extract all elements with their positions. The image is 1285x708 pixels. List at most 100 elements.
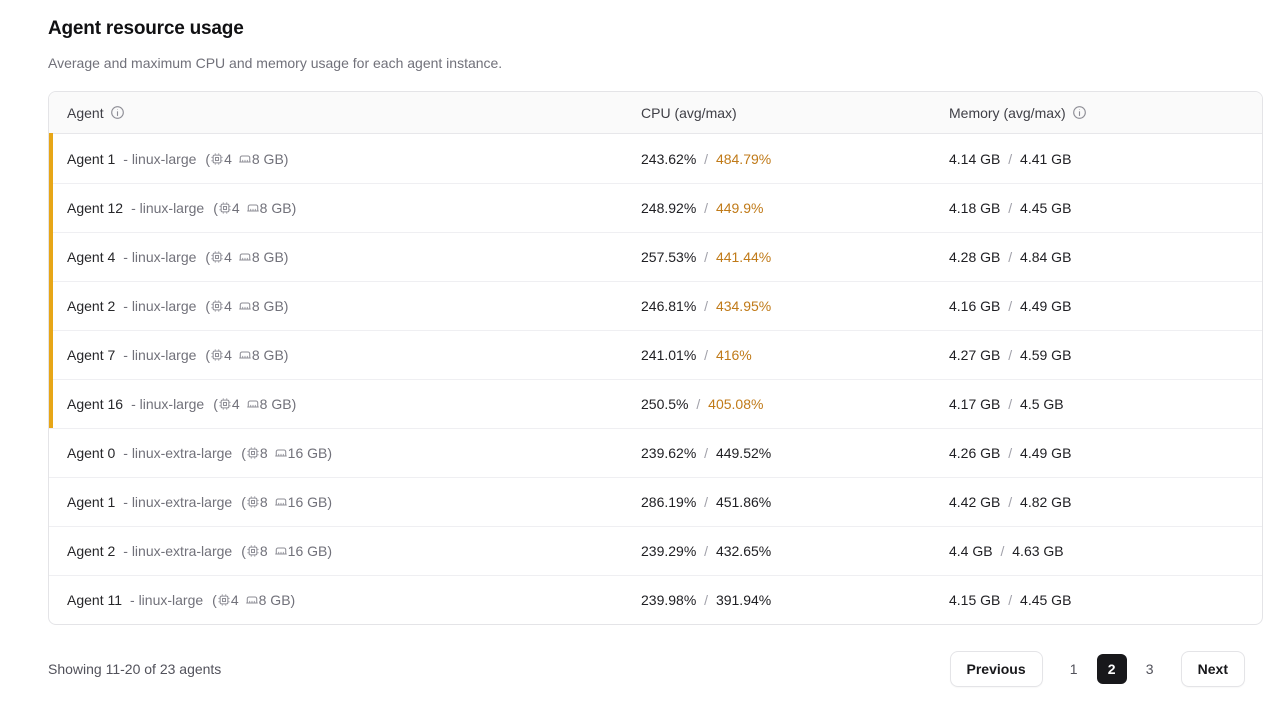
cpu-count: 8 (259, 494, 268, 510)
memory-max-value: 4.49 GB (1020, 298, 1072, 314)
info-icon[interactable] (1072, 105, 1087, 120)
spec-close-paren: ) (290, 592, 296, 608)
memory-usage-cell: 4.15 GB / 4.45 GB (949, 592, 1244, 608)
instance-type-label: - linux-large (123, 347, 197, 363)
instance-spec: ( 4 8 GB ) (212, 592, 295, 608)
value-separator: / (1000, 543, 1005, 559)
cpu-max-value: 432.65% (715, 543, 772, 559)
value-separator: / (1008, 150, 1013, 167)
cpu-avg-value: 239.62% (641, 445, 697, 461)
agent-cell: Agent 2 - linux-large ( 4 (67, 298, 641, 314)
column-header-memory: Memory (avg/max) (949, 105, 1244, 121)
cpu-usage-cell: 248.92% / 449.9% (641, 200, 949, 216)
memory-max-value: 4.45 GB (1020, 200, 1072, 216)
spec-open-paren: ( (241, 445, 246, 461)
agent-name: Agent 11 (67, 592, 123, 608)
cpu-count: 4 (224, 249, 232, 265)
instance-spec: ( 4 8 GB ) (205, 298, 288, 314)
memory-avg-value: 4.4 GB (949, 543, 993, 559)
cpu-usage-cell: 239.98% / 391.94% (641, 592, 949, 608)
value-separator: / (1008, 347, 1013, 363)
table-row: Agent 4 - linux-large ( 4 (49, 232, 1262, 281)
memory-size: 16 GB (287, 494, 328, 510)
cpu-avg-value: 239.29% (641, 543, 697, 559)
column-header-agent: Agent (67, 105, 641, 121)
value-separator: / (1008, 445, 1013, 461)
cpu-chip-icon (210, 152, 224, 166)
memory-icon (245, 593, 259, 607)
memory-avg-value: 4.18 GB (949, 200, 1001, 216)
cpu-count: 4 (224, 298, 232, 314)
table-row: Agent 2 - linux-large ( 4 (49, 281, 1262, 330)
page-button-1[interactable]: 1 (1059, 654, 1089, 684)
memory-max-value: 4.84 GB (1020, 249, 1072, 265)
agent-name: Agent 2 (67, 298, 116, 314)
spec-open-paren: ( (241, 494, 246, 510)
spec-close-paren: ) (291, 396, 297, 412)
instance-type-label: - linux-large (131, 396, 205, 412)
memory-icon (274, 446, 288, 460)
cpu-usage-cell: 286.19% / 451.86% (641, 494, 949, 510)
memory-icon (238, 299, 252, 313)
value-separator: / (704, 200, 709, 216)
instance-spec: ( 4 8 GB ) (205, 347, 288, 363)
spec-close-paren: ) (283, 347, 289, 363)
spec-close-paren: ) (283, 150, 289, 167)
memory-usage-cell: 4.17 GB / 4.5 GB (949, 396, 1244, 412)
cpu-count: 4 (230, 592, 239, 608)
memory-max-value: 4.5 GB (1020, 396, 1064, 412)
cpu-count: 8 (259, 543, 268, 559)
memory-size: 8 GB (259, 200, 292, 216)
memory-max-value: 4.63 GB (1012, 543, 1064, 559)
table-row: Agent 0 - linux-extra-large ( 8 (49, 428, 1262, 477)
agent-name: Agent 4 (67, 249, 116, 265)
instance-spec: ( 4 8 GB ) (205, 151, 288, 167)
spec-open-paren: ( (205, 249, 211, 265)
table-row: Agent 7 - linux-large ( 4 (49, 330, 1262, 379)
instance-type-label: - linux-extra-large (123, 494, 233, 510)
instance-type-label: - linux-large (123, 298, 197, 314)
agent-name: Agent 1 (67, 150, 116, 167)
memory-icon (246, 201, 260, 215)
table-row: Agent 11 - linux-large ( 4 (49, 575, 1262, 624)
cpu-chip-icon (218, 201, 232, 215)
previous-page-button[interactable]: Previous (949, 651, 1043, 687)
cpu-max-value: 449.52% (715, 445, 772, 461)
agent-cell: Agent 2 - linux-extra-large ( 8 (67, 543, 641, 559)
memory-size: 8 GB (251, 249, 284, 265)
value-separator: / (696, 396, 701, 412)
memory-usage-cell: 4.18 GB / 4.45 GB (949, 200, 1244, 216)
instance-type-label: - linux-large (123, 249, 197, 265)
info-icon[interactable] (110, 105, 125, 120)
cpu-avg-value: 239.98% (641, 592, 697, 608)
memory-icon (274, 544, 288, 558)
agent-usage-table: Agent CPU (avg/max) Memory (avg/max) (48, 91, 1263, 625)
memory-size: 16 GB (287, 543, 328, 559)
memory-icon (238, 250, 252, 264)
instance-spec: ( 4 8 GB ) (213, 200, 296, 216)
spec-close-paren: ) (283, 298, 289, 314)
next-page-button[interactable]: Next (1180, 651, 1245, 687)
instance-spec: ( 4 8 GB ) (213, 396, 296, 412)
agent-cell: Agent 11 - linux-large ( 4 (67, 592, 641, 608)
spec-open-paren: ( (213, 396, 218, 412)
memory-usage-cell: 4.27 GB / 4.59 GB (949, 347, 1244, 363)
memory-avg-value: 4.16 GB (949, 298, 1001, 314)
value-separator: / (704, 347, 709, 363)
spec-open-paren: ( (205, 347, 211, 363)
instance-spec: ( 8 16 GB ) (241, 494, 332, 510)
memory-size: 8 GB (251, 298, 284, 314)
cpu-max-value: 451.86% (715, 494, 772, 510)
memory-max-value: 4.59 GB (1020, 347, 1072, 363)
agent-name: Agent 16 (67, 396, 124, 412)
page-button-2[interactable]: 2 (1096, 654, 1127, 684)
memory-avg-value: 4.28 GB (949, 249, 1001, 265)
memory-usage-cell: 4.28 GB / 4.84 GB (949, 249, 1244, 265)
page-button-3[interactable]: 3 (1135, 654, 1165, 684)
spec-close-paren: ) (291, 200, 297, 216)
agent-name: Agent 1 (67, 494, 116, 510)
memory-avg-value: 4.14 GB (949, 150, 1001, 167)
cpu-usage-cell: 257.53% / 441.44% (641, 249, 949, 265)
